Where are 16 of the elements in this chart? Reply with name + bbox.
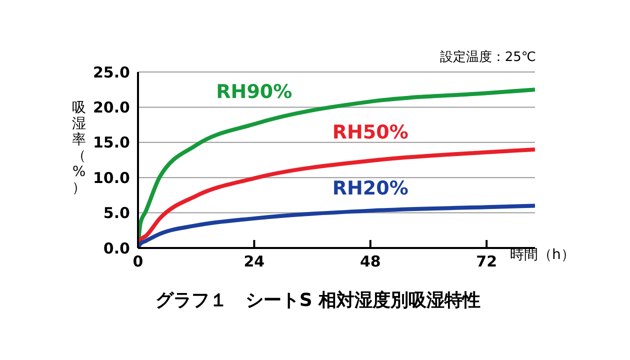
series-label: RH90%	[216, 81, 292, 104]
y-tick-label: 15.0	[92, 134, 130, 152]
y-tick-label: 10.0	[92, 168, 130, 187]
series-label: RH50%	[332, 122, 408, 144]
x-tick-label: 48	[360, 252, 381, 271]
x-tick-label: 0	[132, 252, 144, 271]
y-axis-title: 吸湿率（%）	[72, 100, 86, 196]
y-tick-label: 25.0	[92, 63, 130, 82]
y-tick-label: 5.0	[103, 204, 130, 222]
text: グラフ１ シートS 相対湿度別吸湿特性	[154, 289, 482, 312]
x-tick-label: 72	[476, 252, 498, 271]
series-label: RH20%	[332, 178, 408, 200]
y-tick-label: 20.0	[92, 98, 130, 117]
x-tick-label: 24	[244, 252, 265, 271]
y-tick-label: 0.0	[103, 239, 130, 258]
text: 設定温度：25℃	[440, 49, 536, 66]
